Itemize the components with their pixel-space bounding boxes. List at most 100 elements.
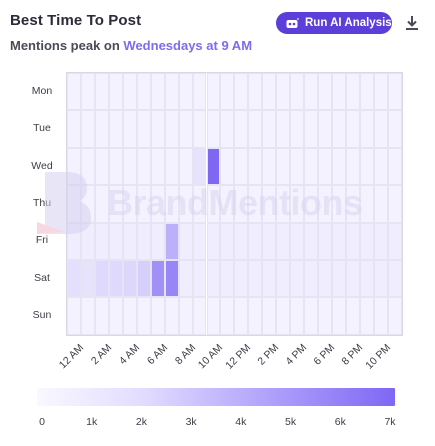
heatmap-cell[interactable] xyxy=(276,297,291,335)
heatmap-cell[interactable] xyxy=(234,110,249,148)
heatmap-cell[interactable] xyxy=(164,260,179,298)
heatmap-cell[interactable] xyxy=(220,110,235,148)
heatmap-cell[interactable] xyxy=(220,222,235,260)
heatmap-cell[interactable] xyxy=(94,222,109,260)
heatmap-cell[interactable] xyxy=(67,185,81,223)
heatmap-cell[interactable] xyxy=(220,73,235,111)
heatmap-cell[interactable] xyxy=(276,260,291,298)
heatmap-cell[interactable] xyxy=(80,73,95,111)
heatmap-cell[interactable] xyxy=(346,73,360,111)
heatmap-cell[interactable] xyxy=(80,185,95,223)
heatmap-cell[interactable] xyxy=(164,185,179,223)
heatmap-cell[interactable] xyxy=(178,185,193,223)
heatmap-cell[interactable] xyxy=(304,297,319,335)
heatmap-cell[interactable] xyxy=(304,222,319,260)
heatmap-cell[interactable] xyxy=(192,222,207,260)
heatmap-cell[interactable] xyxy=(290,185,305,223)
heatmap-cell[interactable] xyxy=(150,260,165,298)
heatmap-cell[interactable] xyxy=(94,73,109,111)
heatmap-cell[interactable] xyxy=(150,222,165,260)
heatmap-cell[interactable] xyxy=(262,110,277,148)
heatmap-cell[interactable] xyxy=(206,297,221,335)
heatmap-cell[interactable] xyxy=(248,297,263,335)
heatmap-cell[interactable] xyxy=(234,222,249,260)
heatmap-cell[interactable] xyxy=(262,147,277,186)
heatmap-cell[interactable] xyxy=(332,297,346,335)
heatmap-cell[interactable] xyxy=(290,260,305,298)
heatmap-cell[interactable] xyxy=(359,147,374,186)
heatmap-cell[interactable] xyxy=(359,297,374,335)
heatmap-cell[interactable] xyxy=(262,297,277,335)
heatmap-cell[interactable] xyxy=(122,297,137,335)
heatmap-cell[interactable] xyxy=(387,147,402,186)
heatmap-cell[interactable] xyxy=(136,147,151,186)
heatmap-cell[interactable] xyxy=(164,297,179,335)
heatmap-cell[interactable] xyxy=(346,297,360,335)
heatmap-cell[interactable] xyxy=(108,147,123,186)
heatmap-cell[interactable] xyxy=(262,73,277,111)
heatmap-cell[interactable] xyxy=(234,73,249,111)
heatmap-cell[interactable] xyxy=(346,222,360,260)
heatmap-cell[interactable] xyxy=(290,73,305,111)
heatmap-cell[interactable] xyxy=(262,185,277,223)
heatmap-cell[interactable] xyxy=(206,73,221,111)
run-ai-analysis-button[interactable]: Run AI Analysis xyxy=(276,12,392,34)
heatmap-cell[interactable] xyxy=(234,297,249,335)
heatmap-cell[interactable] xyxy=(178,260,193,298)
heatmap-cell[interactable] xyxy=(80,222,95,260)
heatmap-cell[interactable] xyxy=(178,110,193,148)
heatmap-cell[interactable] xyxy=(220,147,235,186)
heatmap-cell[interactable] xyxy=(248,260,263,298)
heatmap-cell[interactable] xyxy=(346,110,360,148)
heatmap-cell[interactable] xyxy=(373,73,388,111)
heatmap-cell[interactable] xyxy=(387,297,402,335)
heatmap-cell[interactable] xyxy=(234,260,249,298)
heatmap-cell[interactable] xyxy=(94,297,109,335)
heatmap-cell[interactable] xyxy=(290,147,305,186)
heatmap-cell[interactable] xyxy=(178,222,193,260)
heatmap-cell[interactable] xyxy=(164,110,179,148)
heatmap-cell[interactable] xyxy=(122,185,137,223)
heatmap-cell[interactable] xyxy=(248,222,263,260)
heatmap-cell[interactable] xyxy=(192,260,207,298)
heatmap-cell[interactable] xyxy=(387,260,402,298)
heatmap-cell[interactable] xyxy=(276,222,291,260)
heatmap-cell[interactable] xyxy=(332,147,346,186)
heatmap-cell[interactable] xyxy=(304,110,319,148)
heatmap-cell[interactable] xyxy=(290,110,305,148)
heatmap-cell[interactable] xyxy=(234,147,249,186)
heatmap-cell[interactable] xyxy=(318,147,333,186)
heatmap-cell[interactable] xyxy=(136,185,151,223)
heatmap-cell[interactable] xyxy=(318,110,333,148)
heatmap-cell[interactable] xyxy=(276,185,291,223)
heatmap-cell[interactable] xyxy=(220,297,235,335)
heatmap-cell[interactable] xyxy=(359,185,374,223)
heatmap-cell[interactable] xyxy=(108,73,123,111)
heatmap-cell[interactable] xyxy=(234,185,249,223)
heatmap-cell[interactable] xyxy=(164,222,179,260)
heatmap-cell[interactable] xyxy=(373,297,388,335)
heatmap-cell[interactable] xyxy=(136,297,151,335)
heatmap-cell[interactable] xyxy=(359,110,374,148)
heatmap-cell[interactable] xyxy=(122,73,137,111)
heatmap-cell[interactable] xyxy=(318,260,333,298)
heatmap-cell[interactable] xyxy=(304,185,319,223)
heatmap-cell[interactable] xyxy=(178,73,193,111)
heatmap-cell[interactable] xyxy=(318,222,333,260)
heatmap-cell[interactable] xyxy=(136,222,151,260)
heatmap-cell[interactable] xyxy=(387,73,402,111)
heatmap-cell[interactable] xyxy=(373,222,388,260)
heatmap-cell[interactable] xyxy=(346,147,360,186)
heatmap-cell[interactable] xyxy=(108,110,123,148)
heatmap-cell[interactable] xyxy=(192,185,207,223)
heatmap-cell[interactable] xyxy=(80,110,95,148)
heatmap-cell[interactable] xyxy=(164,73,179,111)
heatmap-cell[interactable] xyxy=(276,110,291,148)
heatmap-cell[interactable] xyxy=(136,110,151,148)
heatmap-cell[interactable] xyxy=(346,260,360,298)
heatmap-cell[interactable] xyxy=(248,147,263,186)
heatmap-cell[interactable] xyxy=(150,185,165,223)
heatmap-cell[interactable] xyxy=(318,73,333,111)
heatmap-cell[interactable] xyxy=(80,297,95,335)
heatmap-cell[interactable] xyxy=(359,73,374,111)
